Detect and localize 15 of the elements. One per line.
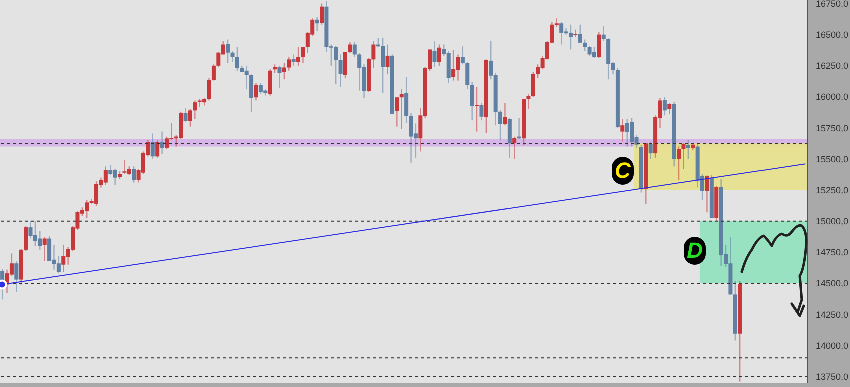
- y-tick-label: 14500,0: [816, 278, 849, 289]
- y-tick-label: 13750,0: [816, 372, 849, 382]
- y-tick-label: 16750,0: [816, 0, 849, 9]
- y-tick-label: 14750,0: [816, 248, 849, 258]
- y-tick-label: 16500,0: [816, 30, 849, 40]
- y-tick-label: 15000,0: [816, 216, 849, 227]
- y-tick-label: 15500,0: [816, 154, 849, 164]
- y-tick-label: 14250,0: [816, 310, 849, 320]
- y-tick-label: 15750,0: [816, 123, 849, 134]
- annotation: C: [612, 157, 634, 185]
- annotation: D: [684, 237, 706, 265]
- y-tick-label: 16250,0: [816, 61, 849, 72]
- y-tick-label: 15250,0: [816, 185, 849, 196]
- y-tick-label: 16000,0: [816, 92, 849, 102]
- y-tick-label: 14000,0: [816, 340, 849, 351]
